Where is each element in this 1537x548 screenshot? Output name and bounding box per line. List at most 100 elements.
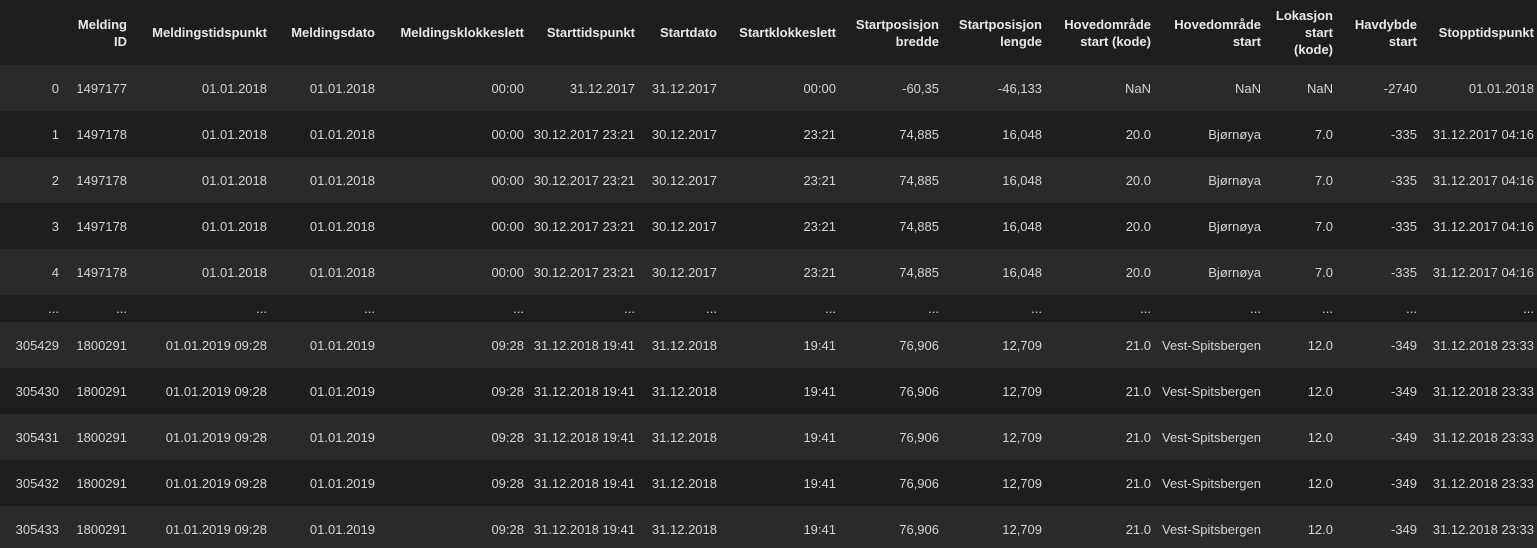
table-cell: 12.0 (1307, 521, 1333, 537)
table-cell: 16,048 (1002, 218, 1042, 234)
table-cell: ... (256, 301, 267, 316)
column-header: Stopptidspunkt (1420, 0, 1537, 65)
table-cell: 1800291 (76, 475, 127, 491)
row-index: 305429 (15, 337, 59, 353)
table-cell: 16,048 (1002, 172, 1042, 188)
column-header: Startposisjon bredde (839, 0, 942, 65)
table-cell: 12,709 (1002, 521, 1042, 537)
table-cell: 01.01.2018 (309, 264, 375, 280)
table-cell: Bjørnøya (1208, 264, 1261, 280)
column-header: Meldingsdato (270, 0, 378, 65)
table-cell: Vest-Spitsbergen (1161, 429, 1261, 445)
row-index: 305433 (15, 521, 59, 537)
table-cell: 1800291 (76, 429, 127, 445)
table-cell: 31.12.2017 04:16 (1432, 172, 1534, 188)
table-cell: 01.01.2018 (201, 264, 267, 280)
table-cell: 74,885 (899, 126, 939, 142)
table-cell: 20.0 (1125, 264, 1151, 280)
table-cell: 00:00 (491, 126, 524, 142)
table-cell: 31.12.2017 (569, 80, 635, 96)
table-cell: 21.0 (1125, 429, 1151, 445)
table-cell: ... (364, 301, 375, 316)
table-cell: 01.01.2018 (201, 80, 267, 96)
table-cell: 23:21 (803, 126, 836, 142)
table-cell: Bjørnøya (1208, 126, 1261, 142)
table-cell: 1497178 (76, 264, 127, 280)
table-cell: 01.01.2018 (309, 172, 375, 188)
table-row: 305429 1800291 01.01.2019 09:28 01.01.2019 0… (0, 322, 1537, 368)
column-header: Starttidspunkt (527, 0, 638, 65)
table-row: 2 1497178 01.01.2018 01.01.2018 00:00 30.12.2… (0, 157, 1537, 203)
table-row: 3 1497178 01.01.2018 01.01.2018 00:00 30.12.2… (0, 203, 1537, 249)
row-index: 4 (51, 264, 59, 280)
table-cell: 21.0 (1125, 521, 1151, 537)
table-cell: 74,885 (899, 172, 939, 188)
column-header: Meldingsklokkeslett (378, 0, 527, 65)
column-header: Startposisjon lengde (942, 0, 1045, 65)
table-cell: 31.12.2018 (651, 383, 717, 399)
table-cell: 76,906 (899, 383, 939, 399)
table-cell: 31.12.2018 (651, 337, 717, 353)
table-cell: NaN (1234, 80, 1261, 96)
table-cell: 09:28 (491, 337, 524, 353)
table-cell: 01.01.2018 (201, 126, 267, 142)
row-index: 305431 (15, 429, 59, 445)
table-cell: -349 (1390, 429, 1417, 445)
table-cell: ... (513, 301, 524, 316)
table-cell: 01.01.2019 (309, 383, 375, 399)
table-cell: 31.12.2018 19:41 (533, 521, 635, 537)
row-index: 305430 (15, 383, 59, 399)
table-row: 0 1497177 01.01.2018 01.01.2018 00:00 31.12.2… (0, 65, 1537, 111)
table-cell: 20.0 (1125, 126, 1151, 142)
table-cell: 74,885 (899, 264, 939, 280)
table-cell: 74,885 (899, 218, 939, 234)
table-cell: 12,709 (1002, 475, 1042, 491)
column-header: Hovedområde start (1154, 0, 1264, 65)
table-cell: 16,048 (1002, 126, 1042, 142)
table-cell: ... (1322, 301, 1333, 316)
table-cell: -349 (1390, 337, 1417, 353)
table-cell: 01.01.2018 (201, 218, 267, 234)
table-cell: 31.12.2018 23:33 (1432, 337, 1534, 353)
table-cell: 21.0 (1125, 475, 1151, 491)
header-row: Melding ID Meldingstidspunkt Meldingsdato M… (0, 0, 1537, 65)
table-cell: 01.01.2018 (201, 172, 267, 188)
table-cell: -2740 (1383, 80, 1417, 96)
column-header: Startklokkeslett (720, 0, 839, 65)
table-cell: 12.0 (1307, 383, 1333, 399)
table-cell: 01.01.2018 (1468, 80, 1534, 96)
table-cell: 30.12.2017 (651, 218, 717, 234)
table-cell: Vest-Spitsbergen (1161, 383, 1261, 399)
ellipsis-row: ........................................… (0, 295, 1537, 322)
table-cell: 12,709 (1002, 429, 1042, 445)
table-cell: 12.0 (1307, 475, 1333, 491)
table-cell: 31.12.2018 19:41 (533, 475, 635, 491)
table-cell: Vest-Spitsbergen (1161, 475, 1261, 491)
row-index: 3 (51, 218, 59, 234)
table-cell: 00:00 (491, 80, 524, 96)
table-cell: ... (1031, 301, 1042, 316)
table-cell: 21.0 (1125, 383, 1151, 399)
table-cell: 23:21 (803, 218, 836, 234)
table-cell: 01.01.2018 (309, 80, 375, 96)
table-cell: 19:41 (803, 521, 836, 537)
table-cell: 01.01.2019 09:28 (165, 521, 267, 537)
table-cell: Bjørnøya (1208, 218, 1261, 234)
table-cell: Vest-Spitsbergen (1161, 337, 1261, 353)
table-cell: 00:00 (803, 80, 836, 96)
table-row: 305431 1800291 01.01.2019 09:28 01.01.2019 0… (0, 414, 1537, 460)
column-header: Havdybde start (1336, 0, 1420, 65)
table-cell: ... (706, 301, 717, 316)
table-cell: 00:00 (491, 264, 524, 280)
table-cell: 31.12.2018 19:41 (533, 383, 635, 399)
table-cell: 12,709 (1002, 337, 1042, 353)
table-cell: 1497178 (76, 218, 127, 234)
table-cell: ... (1406, 301, 1417, 316)
table-cell: 23:21 (803, 172, 836, 188)
table-cell: 31.12.2017 04:16 (1432, 218, 1534, 234)
table-cell: 76,906 (899, 429, 939, 445)
table-cell: 09:28 (491, 475, 524, 491)
table-cell: 01.01.2019 (309, 475, 375, 491)
table-cell: 76,906 (899, 521, 939, 537)
